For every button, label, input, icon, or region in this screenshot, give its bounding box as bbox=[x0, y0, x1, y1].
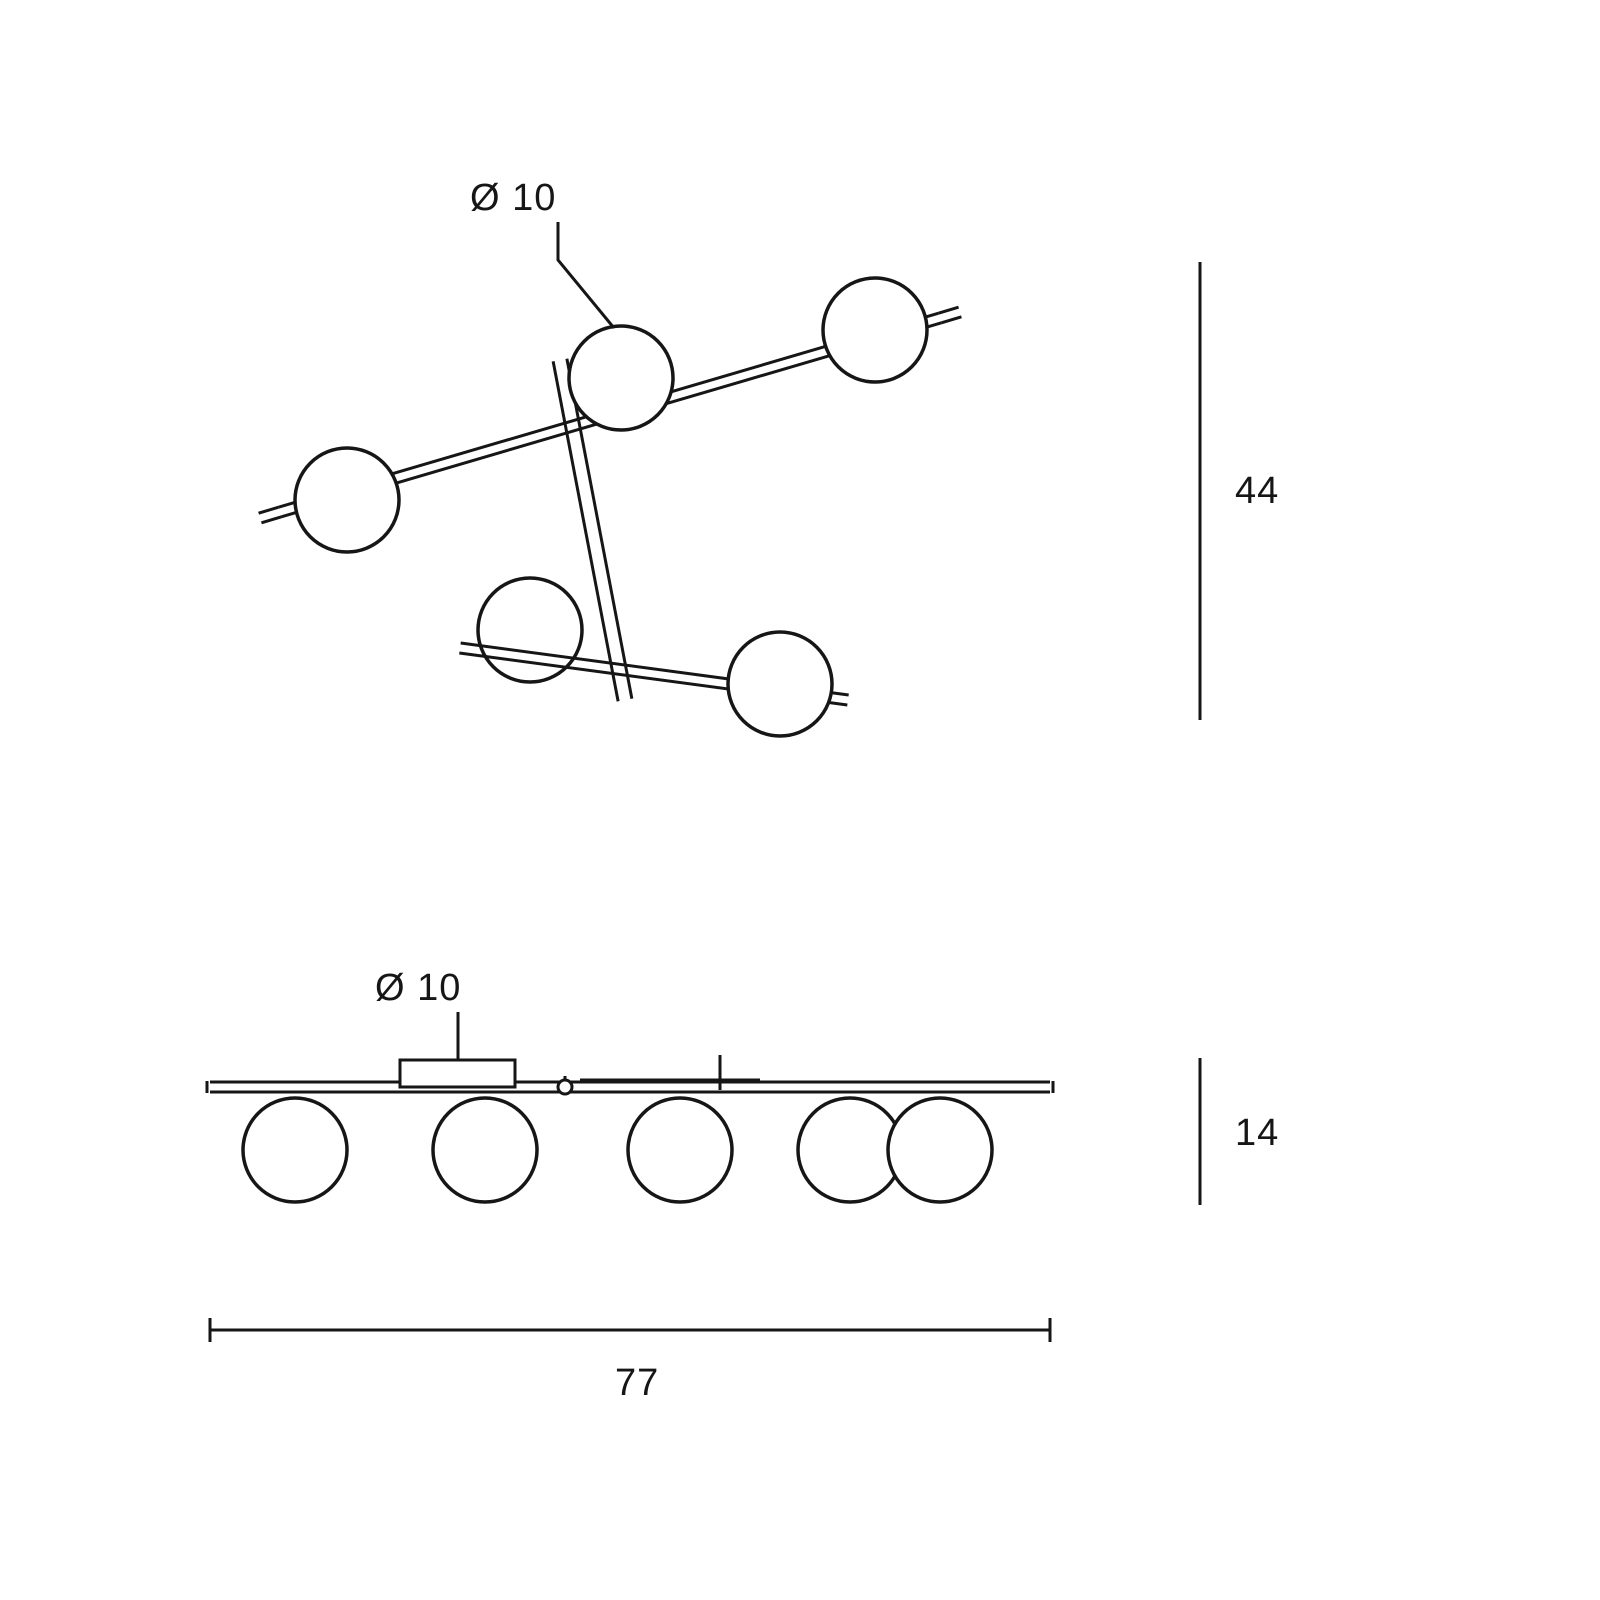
width-label: 77 bbox=[615, 1362, 659, 1404]
globe-top-4 bbox=[728, 632, 832, 736]
arm-edge bbox=[261, 517, 281, 523]
diameter-label-side: Ø 10 bbox=[375, 967, 461, 1009]
depth-label: 14 bbox=[1235, 1112, 1279, 1154]
height-label: 44 bbox=[1235, 470, 1279, 512]
globe-side-4 bbox=[888, 1098, 992, 1202]
callout-leader-top bbox=[558, 222, 614, 328]
ceiling-mount bbox=[400, 1060, 515, 1087]
globe-side-2 bbox=[628, 1098, 732, 1202]
globe-top-1 bbox=[569, 326, 673, 430]
arm-edge bbox=[259, 507, 279, 513]
arm-edge bbox=[939, 307, 959, 313]
globe-top-3 bbox=[478, 578, 582, 682]
joint bbox=[558, 1080, 572, 1094]
arm-edge bbox=[941, 317, 961, 323]
globe-top-0 bbox=[295, 448, 399, 552]
globe-top-2 bbox=[823, 278, 927, 382]
globe-side-1 bbox=[433, 1098, 537, 1202]
diameter-label-top: Ø 10 bbox=[470, 177, 556, 219]
globe-side-0 bbox=[243, 1098, 347, 1202]
